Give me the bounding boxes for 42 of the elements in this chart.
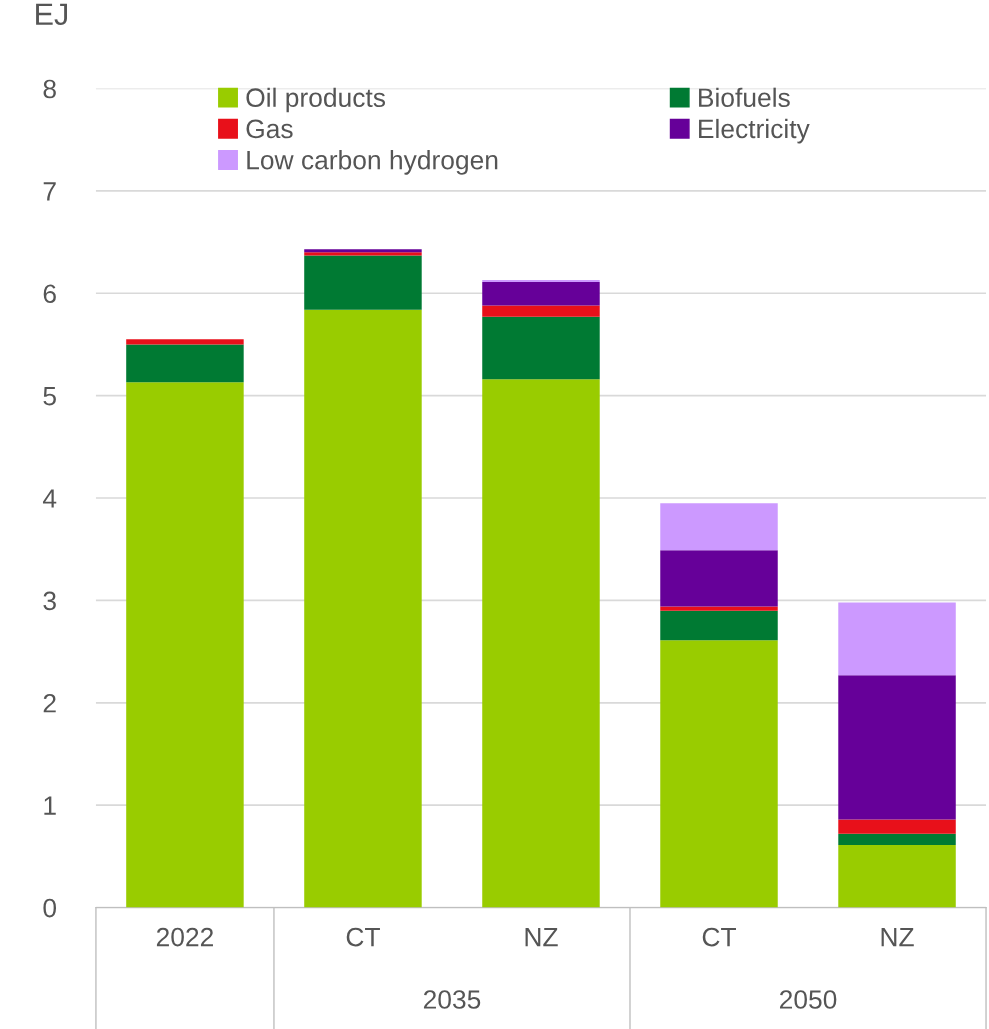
legend-label: Gas: [246, 119, 293, 139]
bar: [838, 819, 956, 834]
bar: [838, 845, 956, 908]
bar: [482, 282, 600, 306]
y-tick-label: 3: [43, 591, 56, 611]
bar: [660, 503, 778, 551]
text: 2035: [423, 990, 481, 1009]
y-tick-label: 2: [43, 693, 56, 713]
x-tick-label: CT: [346, 927, 380, 947]
bar: [838, 602, 956, 676]
legend-label: Biofuels: [699, 87, 790, 108]
x-tick-label: CT: [702, 927, 736, 947]
legend-label: Oil products: [246, 87, 386, 113]
bar: [126, 344, 244, 383]
y-tick-label: 0: [43, 898, 57, 918]
y-tick-label: 6: [43, 284, 56, 304]
bar: [660, 610, 778, 641]
bar: [304, 255, 422, 310]
bar: [482, 279, 600, 282]
bar: [660, 606, 778, 611]
bar: [482, 305, 600, 317]
bar: [126, 339, 244, 345]
y-axis-title: EJ: [36, 3, 67, 26]
x-tick-label: NZ: [881, 927, 914, 947]
legend-label: Electricity: [699, 118, 810, 144]
bar: [482, 379, 600, 908]
bar: [838, 675, 956, 820]
y-tick-label: 4: [42, 489, 57, 508]
bar: [482, 316, 600, 380]
bar: [304, 309, 422, 908]
bar: [838, 833, 956, 846]
y-tick-label: 1: [44, 796, 56, 815]
text: 2050: [779, 990, 837, 1009]
legend-label: Low carbon hydrogen: [247, 150, 498, 175]
y-tick-label: 7: [43, 182, 56, 201]
y-tick-label: 8: [43, 79, 56, 99]
x-tick-label: NZ: [525, 927, 558, 947]
x-tick-label: 2022: [156, 927, 213, 947]
bar: [660, 550, 778, 607]
y-tick-label: 5: [43, 387, 56, 406]
bar: [126, 382, 244, 908]
bar: [660, 640, 778, 908]
